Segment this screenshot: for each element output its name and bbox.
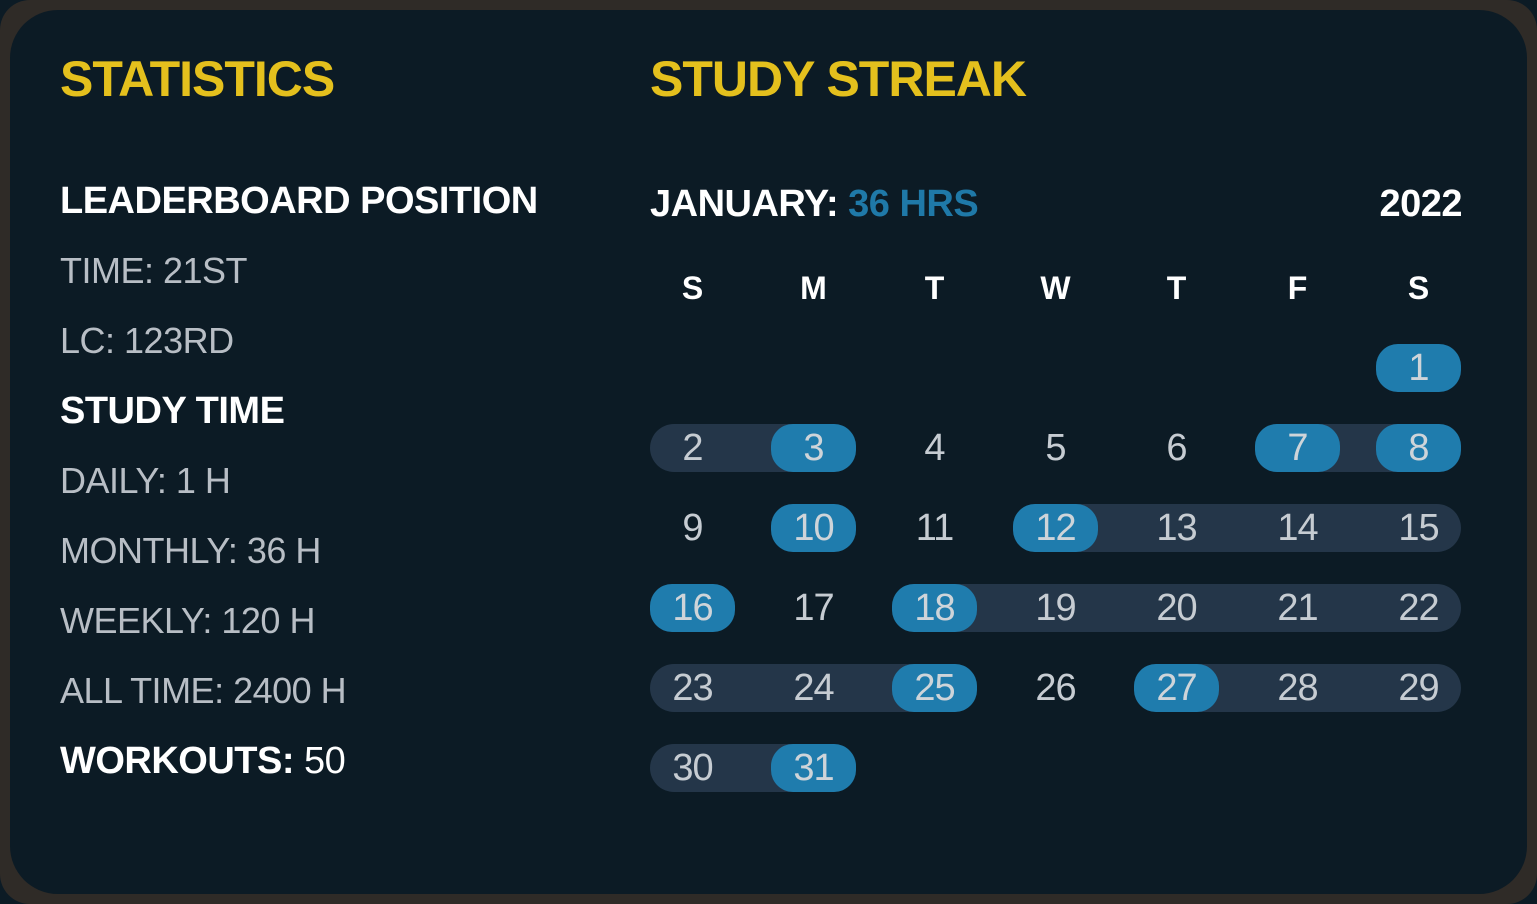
day-cell-studied: 1 [1376, 344, 1461, 392]
weekday-thursday: T [1166, 270, 1187, 306]
day-cell-studied: 18 [892, 584, 977, 632]
calendar-week-row: 30 31 [632, 744, 1479, 792]
stat-daily: DAILY: 1 H [60, 460, 231, 501]
month-header: JANUARY: 36 HRS 2022 [650, 180, 1462, 228]
weekday-friday: F [1287, 270, 1308, 306]
weekday-monday: M [800, 270, 827, 306]
dashboard-card: STATISTICS LEADERBOARD POSITION TIME: 21… [10, 10, 1527, 894]
streak-bar [892, 584, 1461, 632]
stat-weekly: WEEKLY: 120 H [60, 600, 315, 641]
day-cell-studied: 8 [1376, 424, 1461, 472]
statistics-list: LEADERBOARD POSITION TIME: 21ST LC: 123R… [60, 177, 620, 807]
day-cell-studied: 27 [1134, 664, 1219, 712]
day-cell: 26 [1035, 667, 1076, 709]
day-cell: 30 [672, 747, 713, 789]
calendar-weeks: 1 2 3 4 5 6 7 8 9 10 11 12 13 14 15 16 17 18 19 20 21 22 23 24 2… [632, 344, 1479, 792]
day-cell: 23 [672, 667, 713, 709]
day-cell-studied: 3 [771, 424, 856, 472]
day-cell: 22 [1398, 587, 1439, 629]
weekday-sunday: S [681, 270, 704, 306]
study-time-heading: STUDY TIME [60, 390, 285, 432]
day-cell: 11 [915, 507, 954, 549]
day-cell-studied: 31 [771, 744, 856, 792]
day-cell-studied: 16 [650, 584, 735, 632]
stat-all-time: ALL TIME: 2400 H [60, 670, 347, 711]
weekday-header-row: S M T W T F S [632, 264, 1479, 312]
stat-time-rank: TIME: 21ST [60, 250, 248, 291]
workouts-label: WORKOUTS: [60, 740, 295, 782]
day-cell: 9 [682, 507, 703, 549]
study-streak-title: STUDY STREAK [650, 51, 1027, 107]
calendar-week-row: 23 24 25 26 27 28 29 [632, 664, 1479, 712]
calendar-week-row: 9 10 11 12 13 14 15 [632, 504, 1479, 552]
day-cell-studied: 12 [1013, 504, 1098, 552]
month-summary: JANUARY: 36 HRS [650, 183, 979, 225]
day-cell-studied: 7 [1255, 424, 1340, 472]
streak-calendar: S M T W T F S 1 2 3 4 5 6 7 8 9 10 11 12 13 14 15 16 17 1… [632, 264, 1479, 824]
day-cell: 6 [1166, 427, 1187, 469]
day-cell: 21 [1277, 587, 1318, 629]
day-cell: 15 [1398, 507, 1439, 549]
day-cell: 5 [1045, 427, 1066, 469]
day-cell: 28 [1277, 667, 1318, 709]
weekday-tuesday: T [924, 270, 945, 306]
workouts-value: 50 [304, 740, 346, 782]
weekday-wednesday: W [1040, 270, 1071, 306]
day-cell: 4 [924, 427, 945, 469]
day-cell: 2 [682, 427, 703, 469]
stat-lc-rank: LC: 123RD [60, 320, 234, 361]
statistics-title: STATISTICS [60, 51, 335, 107]
month-hours: 36 HRS [848, 183, 979, 225]
stat-workouts: WORKOUTS: 50 [60, 737, 620, 785]
calendar-week-row: 1 [632, 344, 1479, 392]
day-cell: 24 [793, 667, 834, 709]
leaderboard-position-heading: LEADERBOARD POSITION [60, 180, 538, 222]
calendar-week-row: 16 17 18 19 20 21 22 [632, 584, 1479, 632]
day-cell-studied: 25 [892, 664, 977, 712]
day-cell: 29 [1398, 667, 1439, 709]
day-cell: 13 [1156, 507, 1197, 549]
year-label: 2022 [1379, 183, 1462, 225]
weekday-saturday: S [1407, 270, 1430, 306]
day-cell: 19 [1035, 587, 1076, 629]
month-label: JANUARY: [650, 183, 839, 225]
day-cell: 17 [793, 587, 834, 629]
day-cell: 20 [1156, 587, 1197, 629]
day-cell-studied: 10 [771, 504, 856, 552]
day-cell: 14 [1277, 507, 1318, 549]
stat-monthly: MONTHLY: 36 H [60, 530, 321, 571]
